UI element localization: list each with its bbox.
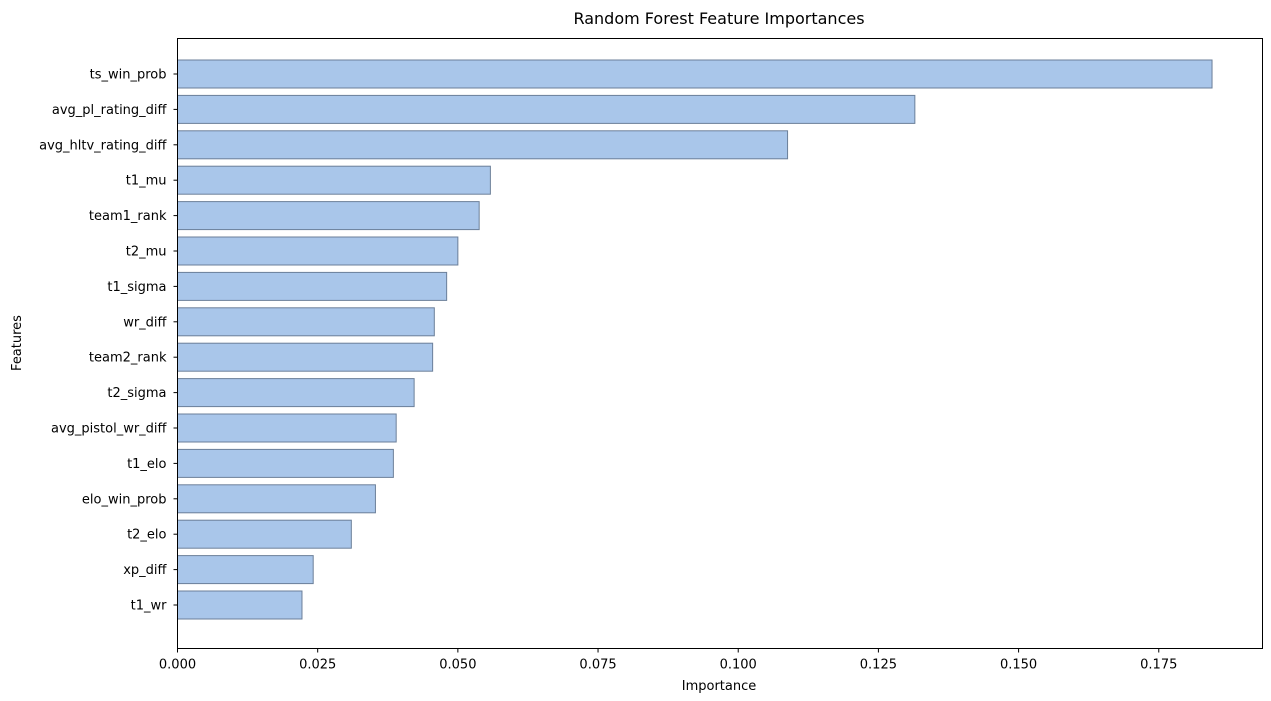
x-tick-label: 0.100 (720, 658, 757, 673)
y-tick-label: t1_mu (126, 174, 167, 189)
y-tick-label: t2_sigma (107, 386, 166, 401)
y-tick-label: team1_rank (89, 209, 167, 224)
bar-t2_elo (177, 519, 352, 549)
y-tick-label: avg_pl_rating_diff (52, 103, 168, 118)
plot-area-frame (177, 38, 1263, 649)
bar-xp_diff (177, 555, 314, 585)
bar-t1_mu (177, 165, 491, 195)
bar-ts_win_prob (177, 59, 1213, 89)
bar-avg_pistol_wr_diff (177, 413, 397, 443)
y-tick-label: xp_diff (123, 563, 167, 578)
bar-wr_diff (177, 307, 435, 337)
y-tick-group: ts_win_prob avg_pl_rating_diff avg_hltv_ra… (39, 68, 178, 614)
x-axis-label: Importance (682, 679, 757, 694)
bar-t1_wr (177, 590, 303, 620)
y-axis-label: Features (10, 315, 25, 371)
y-tick-label: team2_rank (89, 351, 167, 366)
bar-elo_win_prob (177, 484, 376, 514)
y-tick-label: t2_mu (126, 245, 167, 260)
x-tick-group: 0.000 0.025 0.050 0.075 0.100 0.125 0.150 0.175 (159, 648, 1177, 673)
y-tick-label: ts_win_prob (90, 68, 167, 83)
y-tick-label: avg_hltv_rating_diff (39, 138, 167, 153)
bar-t2_sigma (177, 378, 415, 408)
bar-team1_rank (177, 201, 480, 231)
x-tick-label: 0.175 (1140, 658, 1177, 673)
y-tick-label: wr_diff (123, 315, 167, 330)
chart-title: Random Forest Feature Importances (573, 9, 864, 28)
y-tick-label: avg_pistol_wr_diff (51, 422, 168, 437)
bar-t2_mu (177, 236, 459, 266)
bar-avg_hltv_rating_diff (177, 130, 789, 160)
y-tick-label: t1_wr (131, 599, 168, 614)
x-tick-label: 0.000 (159, 658, 196, 673)
x-tick-label: 0.125 (860, 658, 897, 673)
bar-avg_pl_rating_diff (177, 94, 916, 124)
y-tick-label: t1_sigma (107, 280, 166, 295)
y-tick-label: t2_elo (127, 528, 166, 543)
x-tick-label: 0.050 (439, 658, 476, 673)
bar-t1_elo (177, 448, 394, 478)
bar-t1_sigma (177, 271, 448, 301)
bar-team2_rank (177, 342, 434, 372)
x-tick-label: 0.075 (579, 658, 616, 673)
x-tick-label: 0.025 (299, 658, 336, 673)
y-tick-label: t1_elo (127, 457, 166, 472)
bars-group (177, 59, 1213, 620)
y-tick-label: elo_win_prob (82, 492, 167, 507)
x-tick-label: 0.150 (1000, 658, 1037, 673)
